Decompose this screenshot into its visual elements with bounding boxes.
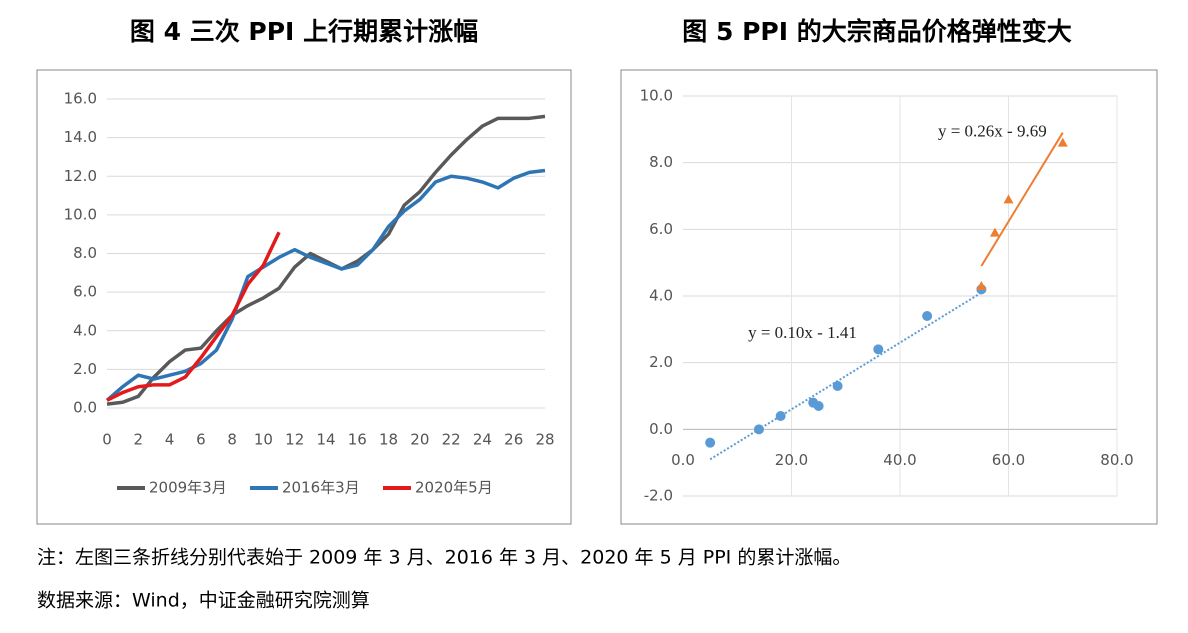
point <box>976 281 987 290</box>
y-tick-label: 12.0 <box>64 167 97 185</box>
y-tick-label: 2.0 <box>649 353 673 371</box>
chart-title: 图 4 三次 PPI 上行期累计涨幅 <box>130 17 478 46</box>
y-tick-label: 16.0 <box>64 90 97 108</box>
y-tick-label: 10.0 <box>640 87 673 105</box>
x-tick-label: 0 <box>102 431 112 449</box>
x-tick-label: 80.0 <box>1100 451 1133 469</box>
point <box>775 411 786 421</box>
y-tick-label: 2.0 <box>73 360 97 378</box>
y-tick-label: 10.0 <box>64 205 97 223</box>
chart-title: 图 5 PPI 的大宗商品价格弹性变大 <box>682 17 1071 46</box>
y-tick-label: 14.0 <box>64 128 97 146</box>
y-tick-label: -2.0 <box>644 487 673 505</box>
y-tick-label: 0.0 <box>73 399 97 417</box>
y-tick-label: 8.0 <box>649 153 673 171</box>
chart-frame <box>36 69 572 525</box>
x-tick-label: 20.0 <box>775 451 808 469</box>
line-series <box>105 168 546 402</box>
point <box>1057 137 1068 147</box>
x-tick-label: 24 <box>473 431 492 449</box>
point <box>705 437 716 448</box>
x-tick-label: 18 <box>379 431 398 449</box>
legend-label: 2016年3月 <box>282 479 360 497</box>
trendline <box>709 291 982 461</box>
point <box>753 424 764 435</box>
line-series <box>106 114 546 406</box>
x-tick-label: 6 <box>196 431 206 449</box>
note: 注：左图三条折线分别代表始于 2009 年 3 月、2016 年 3 月、202… <box>37 547 851 569</box>
x-tick-label: 40.0 <box>883 451 916 469</box>
y-tick-label: 6.0 <box>649 220 673 238</box>
point <box>832 381 843 391</box>
x-tick-label: 60.0 <box>992 451 1025 469</box>
trend-label: y = 0.26x - 9.69 <box>938 122 1047 141</box>
point <box>813 401 824 411</box>
x-tick-label: 8 <box>227 431 237 449</box>
x-tick-label: 22 <box>442 431 461 449</box>
x-tick-label: 26 <box>504 431 523 449</box>
chart-frame <box>620 69 1158 525</box>
source: 数据来源：Wind，中证金融研究院测算 <box>37 590 370 612</box>
x-tick-label: 12 <box>285 431 304 449</box>
y-tick-label: 4.0 <box>649 287 673 305</box>
x-tick-label: 20 <box>410 431 429 449</box>
x-tick-label: 14 <box>316 431 335 449</box>
x-tick-label: 28 <box>535 431 554 449</box>
trend-label: y = 0.10x - 1.41 <box>748 323 857 342</box>
trendline <box>980 132 1064 267</box>
x-tick-label: 16 <box>348 431 367 449</box>
y-tick-label: 0.0 <box>649 420 673 438</box>
y-tick-label: 4.0 <box>73 321 97 339</box>
legend-label: 2020年5月 <box>415 479 493 497</box>
point <box>873 344 884 355</box>
legend-label: 2009年3月 <box>149 479 227 497</box>
line-series <box>106 231 281 402</box>
x-tick-label: 4 <box>165 431 175 449</box>
point <box>1003 194 1014 204</box>
x-tick-label: 10 <box>254 431 273 449</box>
y-tick-label: 8.0 <box>73 244 97 262</box>
point <box>922 311 933 321</box>
point <box>989 227 1000 237</box>
y-tick-label: 6.0 <box>73 283 97 301</box>
x-tick-label: 0.0 <box>671 451 695 469</box>
x-tick-label: 2 <box>134 431 144 449</box>
